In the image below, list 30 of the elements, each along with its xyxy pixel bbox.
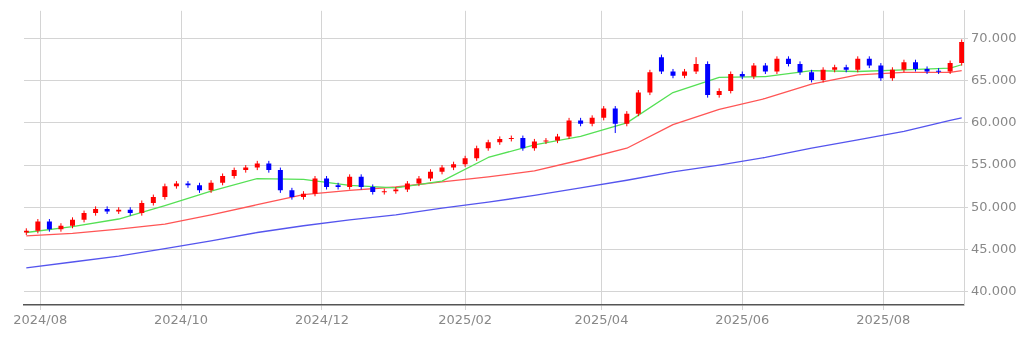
candlestick bbox=[335, 182, 341, 191]
candlestick bbox=[612, 105, 618, 134]
candlestick bbox=[647, 69, 653, 96]
candlestick bbox=[635, 89, 641, 117]
candlestick bbox=[797, 60, 803, 76]
candlestick bbox=[277, 167, 283, 194]
candlestick bbox=[462, 155, 468, 168]
candlestick bbox=[693, 56, 699, 75]
candlestick bbox=[728, 71, 734, 94]
y-tick-label: 55.000 bbox=[971, 156, 1017, 172]
candlestick bbox=[658, 54, 664, 75]
x-tick-label: 2024/10 bbox=[154, 312, 209, 328]
candlestick bbox=[566, 117, 572, 140]
x-tick-label: 2025/06 bbox=[715, 312, 770, 328]
x-tick-label: 2025/08 bbox=[856, 312, 911, 328]
y-tick-label: 45.000 bbox=[971, 240, 1017, 256]
x-tick-label: 2024/12 bbox=[294, 312, 349, 328]
y-tick-label: 40.000 bbox=[971, 282, 1017, 298]
x-tick-label: 2024/08 bbox=[13, 312, 68, 328]
candlestick bbox=[439, 164, 445, 175]
candlestick bbox=[208, 179, 214, 194]
y-tick-label: 65.000 bbox=[971, 72, 1017, 88]
candlestick bbox=[543, 137, 549, 145]
x-tick-label: 2025/02 bbox=[438, 312, 493, 328]
candlestick bbox=[416, 175, 422, 187]
candlestick bbox=[312, 175, 318, 197]
y-tick-label: 60.000 bbox=[971, 114, 1017, 130]
y-tick-label: 50.000 bbox=[971, 198, 1017, 214]
y-tick-label: 70.000 bbox=[971, 29, 1017, 45]
x-tick-label: 2025/04 bbox=[574, 312, 629, 328]
